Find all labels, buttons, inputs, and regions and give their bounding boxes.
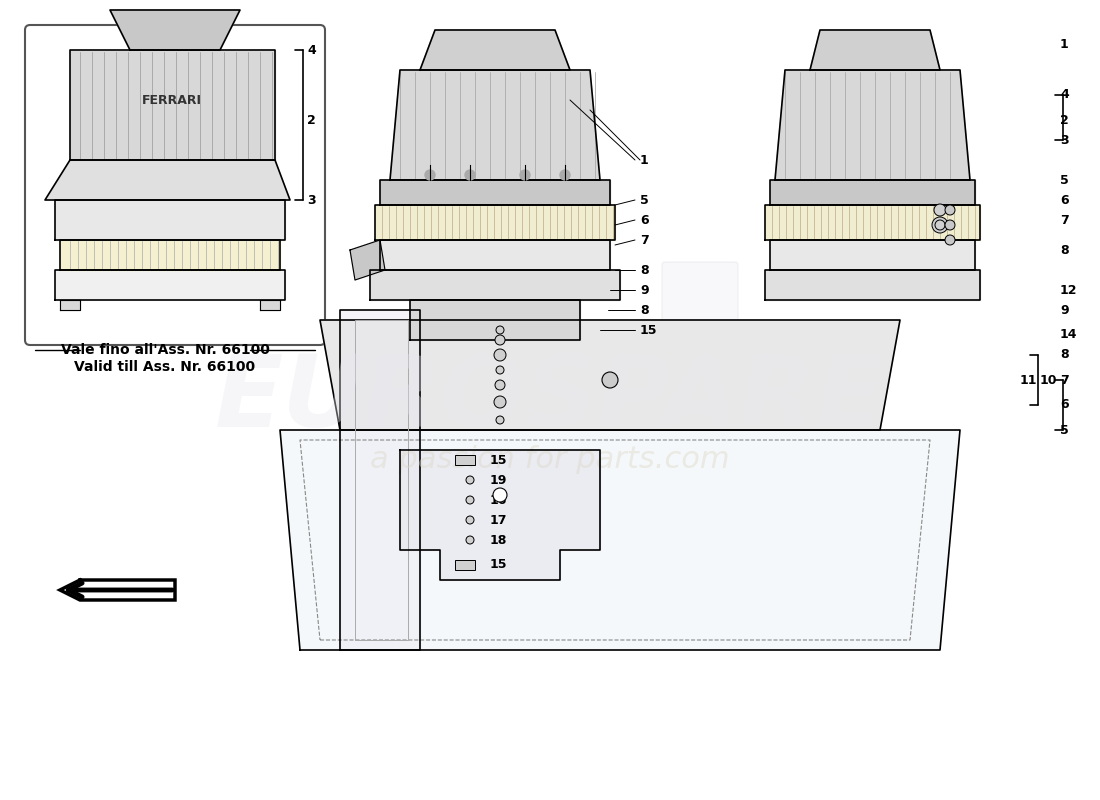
Text: 6: 6 — [640, 214, 649, 226]
Polygon shape — [379, 240, 610, 270]
Text: 1: 1 — [1060, 38, 1069, 51]
Polygon shape — [400, 450, 600, 580]
Polygon shape — [350, 240, 385, 280]
Polygon shape — [770, 240, 975, 270]
Circle shape — [945, 205, 955, 215]
Text: 16: 16 — [490, 494, 507, 506]
Circle shape — [945, 235, 955, 245]
Circle shape — [425, 170, 435, 180]
Circle shape — [560, 170, 570, 180]
Text: 19: 19 — [490, 474, 507, 486]
Text: 6: 6 — [1060, 194, 1068, 206]
Text: 15: 15 — [640, 323, 658, 337]
Polygon shape — [764, 270, 980, 300]
Text: 8: 8 — [640, 303, 649, 317]
Text: 9: 9 — [1060, 303, 1068, 317]
Circle shape — [496, 326, 504, 334]
Text: 15: 15 — [490, 558, 507, 571]
Circle shape — [496, 416, 504, 424]
Text: 9: 9 — [640, 283, 649, 297]
Circle shape — [496, 366, 504, 374]
Text: 14: 14 — [1060, 329, 1078, 342]
Circle shape — [466, 496, 474, 504]
Text: 17: 17 — [490, 514, 507, 526]
Polygon shape — [770, 180, 975, 205]
Circle shape — [520, 170, 530, 180]
Polygon shape — [776, 70, 970, 180]
Text: Valid till Ass. Nr. 66100: Valid till Ass. Nr. 66100 — [75, 360, 255, 374]
Polygon shape — [764, 205, 980, 240]
Text: 8: 8 — [1060, 349, 1068, 362]
Polygon shape — [280, 430, 960, 650]
Text: EUROSPARE: EUROSPARE — [214, 351, 886, 449]
Text: 6: 6 — [1060, 398, 1068, 411]
Text: 3: 3 — [307, 194, 316, 206]
Circle shape — [932, 217, 948, 233]
Polygon shape — [70, 50, 275, 160]
Circle shape — [494, 396, 506, 408]
Text: 18: 18 — [490, 534, 507, 546]
Polygon shape — [60, 240, 280, 270]
Text: 15: 15 — [490, 454, 507, 466]
Circle shape — [945, 220, 955, 230]
Circle shape — [466, 536, 474, 544]
Circle shape — [494, 349, 506, 361]
Circle shape — [495, 380, 505, 390]
Circle shape — [493, 488, 507, 502]
Text: FERRARI: FERRARI — [142, 94, 202, 106]
Text: 12: 12 — [1060, 283, 1078, 297]
Bar — [455, 560, 475, 570]
Circle shape — [466, 516, 474, 524]
Text: 8: 8 — [1060, 243, 1068, 257]
Text: 7: 7 — [1060, 214, 1069, 226]
Text: 11: 11 — [1020, 374, 1037, 386]
Polygon shape — [110, 10, 240, 50]
Polygon shape — [379, 180, 610, 205]
Polygon shape — [260, 300, 280, 310]
Text: 5: 5 — [1060, 423, 1069, 437]
Text: 4: 4 — [1060, 89, 1069, 102]
Text: 5: 5 — [1060, 174, 1069, 186]
Polygon shape — [55, 200, 285, 240]
Circle shape — [934, 204, 946, 216]
Circle shape — [495, 335, 505, 345]
Text: 10: 10 — [1040, 374, 1057, 386]
Polygon shape — [810, 30, 940, 70]
Polygon shape — [375, 205, 615, 240]
Circle shape — [602, 372, 618, 388]
Text: 4: 4 — [307, 43, 316, 57]
Text: 1: 1 — [640, 154, 649, 166]
Text: 5: 5 — [640, 194, 649, 206]
Text: 8: 8 — [640, 263, 649, 277]
Polygon shape — [370, 270, 620, 300]
Text: 7: 7 — [1060, 374, 1069, 386]
Text: Vale fino all'Ass. Nr. 66100: Vale fino all'Ass. Nr. 66100 — [60, 343, 270, 357]
Circle shape — [465, 170, 475, 180]
Text: 3: 3 — [1060, 134, 1068, 146]
FancyBboxPatch shape — [662, 262, 738, 378]
Text: 2: 2 — [307, 114, 316, 126]
Polygon shape — [320, 320, 900, 430]
Text: a passion for parts.com: a passion for parts.com — [371, 446, 729, 474]
Bar — [455, 455, 475, 465]
Polygon shape — [45, 160, 290, 200]
FancyBboxPatch shape — [25, 25, 324, 345]
Circle shape — [935, 220, 945, 230]
Polygon shape — [390, 70, 600, 180]
Polygon shape — [420, 30, 570, 70]
Polygon shape — [60, 300, 80, 310]
Polygon shape — [340, 310, 420, 650]
Polygon shape — [410, 300, 580, 340]
Circle shape — [466, 476, 474, 484]
Text: 2: 2 — [1060, 114, 1069, 126]
Polygon shape — [55, 270, 285, 300]
Text: 7: 7 — [640, 234, 649, 246]
